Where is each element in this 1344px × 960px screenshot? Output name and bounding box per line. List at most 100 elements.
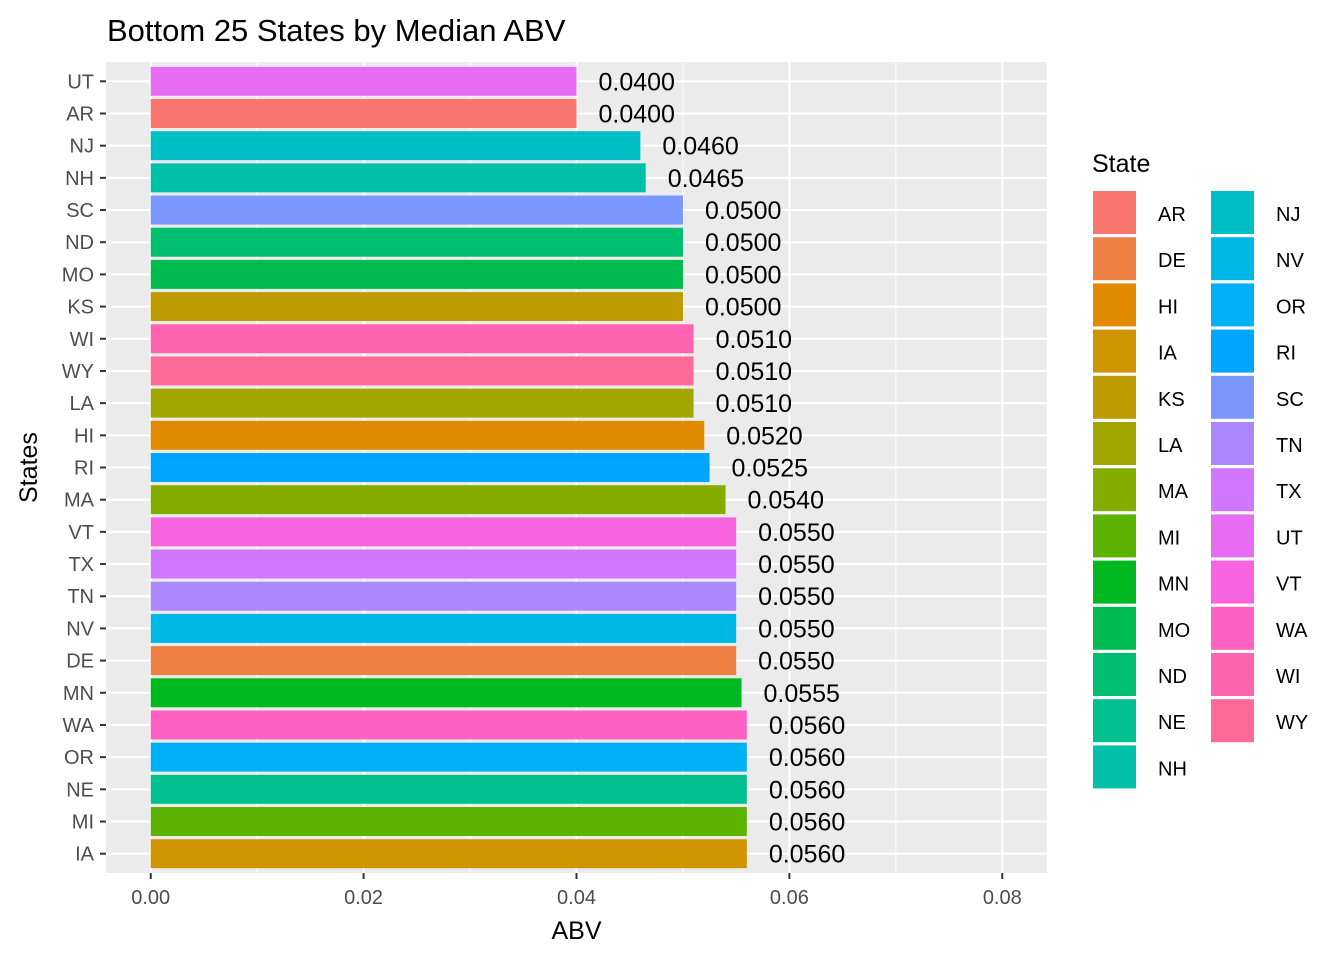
legend-label-tn: TN — [1276, 435, 1303, 457]
y-axis-title: States — [15, 432, 43, 503]
data-label-tx: 0.0550 — [758, 551, 834, 579]
data-label-wy: 0.0510 — [716, 358, 792, 386]
data-label-nd: 0.0500 — [705, 229, 781, 257]
y-tick-label: TX — [68, 554, 94, 576]
legend-label-ks: KS — [1158, 389, 1185, 411]
bar-mo — [150, 259, 683, 289]
bar-wi — [150, 324, 694, 354]
legend-label-nh: NH — [1158, 758, 1187, 780]
y-tick-label: SC — [66, 200, 94, 222]
legend-label-wy: WY — [1276, 712, 1308, 734]
x-tick-label: 0.04 — [557, 887, 596, 909]
data-label-mi: 0.0560 — [769, 809, 845, 837]
bar-wa — [150, 710, 747, 740]
plot-area: 0.0400 0.0400 0.0460 0.0465 0.0500 0.0500 0.05… — [106, 62, 1047, 873]
data-label-tn: 0.0550 — [758, 583, 834, 611]
legend-label-ar: AR — [1158, 204, 1186, 226]
data-label-vt: 0.0550 — [758, 519, 834, 547]
y-tick-label: ND — [65, 232, 94, 254]
legend-label-de: DE — [1158, 250, 1186, 272]
y-tick-label: UT — [67, 71, 94, 93]
bar-hi — [150, 420, 705, 450]
y-tick-label: MN — [63, 683, 94, 705]
legend-key-la — [1093, 422, 1136, 465]
bar-mn — [150, 678, 742, 708]
legend-label-vt: VT — [1276, 574, 1302, 596]
legend-label-or: OR — [1276, 296, 1306, 318]
data-label-ne: 0.0560 — [769, 776, 845, 804]
legend-key-tn — [1211, 422, 1254, 465]
legend-key-ks — [1093, 375, 1136, 419]
legend-key-ne — [1093, 699, 1136, 743]
data-labels: 0.0400 0.0400 0.0460 0.0465 0.0500 0.0500 0.05… — [599, 68, 846, 868]
legend-key-sc — [1211, 375, 1254, 419]
y-tick-label: MI — [72, 812, 94, 834]
bar-or — [150, 742, 747, 772]
legend: State AR DE HI IA KS LA MA MI MN MO ND NE NH NJ NV OR RI… — [1092, 150, 1308, 789]
bar-ma — [150, 485, 726, 515]
data-label-sc: 0.0500 — [705, 197, 781, 225]
data-label-ri: 0.0525 — [732, 455, 808, 483]
legend-label-ma: MA — [1158, 481, 1189, 503]
legend-key-wy — [1211, 699, 1254, 743]
y-axis: UT AR NJ NH SC ND MO KS WI WY LA HI RI MA VT TX TN NV DE MN… — [62, 71, 106, 866]
bar-ks — [150, 292, 683, 322]
legend-label-ri: RI — [1276, 343, 1296, 365]
y-tick-label: AR — [66, 103, 94, 125]
y-tick-label: NE — [66, 779, 94, 801]
data-label-nj: 0.0460 — [662, 133, 738, 161]
y-tick-label: WA — [63, 715, 95, 737]
legend-key-wi — [1211, 653, 1254, 696]
legend-key-nd — [1093, 653, 1136, 696]
legend-key-ma — [1093, 468, 1136, 512]
data-label-ks: 0.0500 — [705, 294, 781, 322]
y-tick-label: WI — [70, 329, 94, 351]
legend-key-mo — [1093, 606, 1136, 650]
legend-key-nh — [1093, 745, 1136, 789]
bar-tx — [150, 549, 737, 579]
legend-key-vt — [1211, 560, 1254, 604]
data-label-wa: 0.0560 — [769, 712, 845, 740]
x-tick-label: 0.06 — [770, 887, 809, 909]
y-tick-label: RI — [74, 458, 94, 480]
bar-wy — [150, 356, 694, 386]
bar-de — [150, 646, 737, 676]
legend-key-or — [1211, 283, 1254, 327]
legend-label-nv: NV — [1276, 250, 1304, 272]
bar-ri — [150, 453, 710, 482]
legend-label-la: LA — [1158, 435, 1183, 457]
legend-title: State — [1092, 150, 1150, 178]
bar-nd — [150, 227, 683, 257]
y-tick-label: DE — [66, 651, 94, 673]
x-axis: 0.00 0.02 0.04 0.06 0.08 — [131, 873, 1022, 909]
bar-vt — [150, 517, 737, 547]
data-label-ma: 0.0540 — [748, 487, 824, 515]
legend-key-hi — [1093, 283, 1136, 327]
legend-label-wa: WA — [1276, 620, 1308, 642]
legend-label-mi: MI — [1158, 527, 1180, 549]
x-axis-title: ABV — [551, 917, 601, 945]
bar-ar — [150, 99, 577, 128]
bar-ut — [150, 66, 577, 96]
legend-label-ne: NE — [1158, 712, 1186, 734]
y-tick-label: LA — [70, 393, 95, 415]
data-label-mn: 0.0555 — [763, 680, 839, 708]
data-label-de: 0.0550 — [758, 648, 834, 676]
y-tick-label: HI — [74, 425, 94, 447]
y-tick-label: IA — [75, 844, 95, 866]
legend-label-mo: MO — [1158, 620, 1190, 642]
data-label-hi: 0.0520 — [726, 422, 802, 450]
legend-label-ut: UT — [1276, 527, 1303, 549]
bar-la — [150, 388, 694, 418]
chart-title: Bottom 25 States by Median ABV — [107, 13, 566, 48]
legend-key-ri — [1211, 329, 1254, 373]
bar-ia — [150, 839, 747, 869]
data-label-ar: 0.0400 — [599, 100, 675, 128]
bar-tn — [150, 581, 737, 611]
data-label-or: 0.0560 — [769, 744, 845, 772]
data-label-ut: 0.0400 — [599, 68, 675, 96]
y-tick-label: WY — [62, 361, 94, 383]
data-label-nv: 0.0550 — [758, 615, 834, 643]
y-tick-label: OR — [64, 747, 94, 769]
